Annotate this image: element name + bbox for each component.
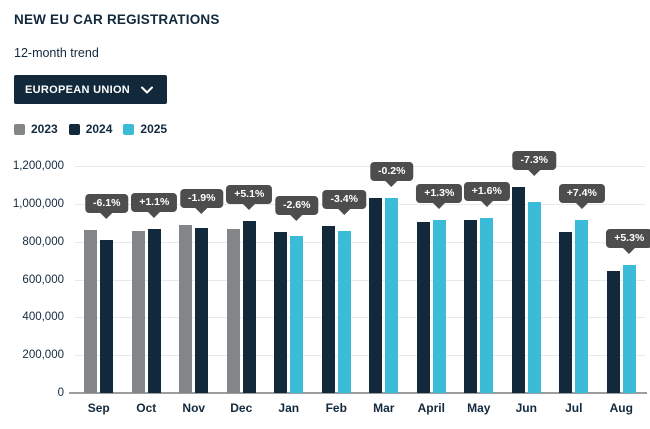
y-axis-tick-label: 0 (57, 387, 64, 399)
bar-2023-nov (179, 225, 193, 393)
change-callout: -6.1% (85, 194, 129, 214)
y-axis-tick-label: 600,000 (22, 273, 64, 286)
bar-group-aug: +5.3% (598, 166, 650, 393)
region-dropdown[interactable]: EUROPEAN UNION (14, 75, 168, 104)
x-axis-label: May (467, 401, 491, 415)
bar-2025-jun (527, 201, 541, 393)
x-axis-line (69, 392, 647, 394)
bar-2024-may (464, 220, 478, 393)
change-callout: +5.1% (226, 184, 273, 204)
bar-2025-mar (385, 198, 399, 393)
x-axis-label: Nov (182, 401, 206, 415)
bar-2024-jun (511, 186, 525, 393)
x-axis-label: Sep (87, 401, 110, 415)
plot-area: -6.1% +1.1% -1.9% +5.1% -2.6% -3.4% -0.2% +1.3%… (69, 150, 650, 394)
bar-groups: -6.1% +1.1% -1.9% +5.1% -2.6% -3.4% -0.2% +1.3%… (75, 150, 650, 393)
bar-group-jul: +7.4% (550, 166, 605, 393)
legend-item-2025: 2025 (123, 122, 167, 136)
legend-item-2023: 2023 (14, 122, 58, 136)
bar-2023-oct (131, 231, 145, 393)
bar-group-oct: +1.1% (123, 166, 178, 393)
x-axis-label: Jul (565, 401, 583, 415)
y-axis-tick-label: 200,000 (22, 349, 64, 362)
x-axis-label: Mar (373, 401, 395, 415)
change-callout: +1.1% (131, 193, 178, 213)
bar-2024-jan (274, 231, 288, 393)
gridline (75, 166, 645, 167)
legend-swatch (68, 123, 80, 135)
change-callout: -0.2% (370, 161, 414, 181)
change-callout: -3.4% (322, 189, 366, 209)
gridline (75, 355, 645, 357)
bar-group-april: +1.3% (408, 166, 463, 393)
change-callout: -1.9% (180, 189, 224, 209)
bar-2024-feb (321, 225, 335, 393)
x-axis-label: Aug (609, 401, 633, 415)
x-axis-label: Jun (515, 401, 537, 415)
bar-group-feb: -3.4% (313, 166, 366, 393)
change-callout: +7.4% (558, 183, 605, 203)
chevron-down-icon (141, 86, 154, 94)
change-callout: +5.3% (606, 228, 650, 248)
change-callout: +1.3% (416, 184, 463, 204)
change-callout: -7.3% (512, 150, 556, 170)
page-title: NEW EU CAR REGISTRATIONS (14, 12, 220, 27)
bar-group-jan: -2.6% (265, 166, 319, 393)
bar-2024-jul (559, 231, 573, 393)
x-axis-label: Feb (325, 401, 347, 415)
bar-2024-dec (242, 220, 256, 393)
x-axis: Sep Oct Nov Dec Jan Feb Mar April May Jun Jul Aug (75, 401, 645, 415)
bar-2024-aug (606, 271, 620, 393)
bar-group-mar: -0.2% (360, 161, 414, 393)
bar-group-dec: +5.1% (218, 166, 273, 393)
gridline (75, 241, 645, 243)
bar-2023-dec (226, 229, 240, 393)
bar-2024-sep (100, 239, 114, 393)
bar-2025-jul (575, 219, 589, 393)
bar-group-nov: -1.9% (170, 166, 224, 393)
bar-2024-nov (195, 228, 209, 393)
legend: 2023 2024 2025 (14, 122, 167, 136)
legend-label: 2024 (85, 122, 113, 136)
bar-2024-mar (369, 197, 383, 393)
gridline (75, 279, 645, 281)
bar-2025-feb (337, 231, 351, 393)
region-dropdown-label: EUROPEAN UNION (25, 83, 131, 96)
bar-2024-april (416, 222, 430, 393)
legend-label: 2023 (31, 122, 58, 136)
bar-group-sep: -6.1% (75, 166, 129, 393)
y-axis-tick-label: 1,000,000 (12, 197, 64, 210)
bar-2023-sep (84, 230, 98, 393)
y-axis-tick-label: 1,200,000 (12, 160, 64, 172)
subtitle: 12-month trend (14, 46, 99, 60)
x-axis-label: April (417, 401, 445, 415)
bar-2025-april (432, 220, 446, 393)
y-axis: 1,200,000 1,000,000 800,000 600,000 400,000 2… (0, 160, 64, 399)
x-axis-label: Dec (230, 401, 253, 415)
y-axis-tick-label: 400,000 (22, 311, 64, 324)
x-axis-label: Jan (278, 401, 300, 415)
x-axis-label: Oct (136, 401, 157, 415)
change-callout: +1.6% (463, 181, 510, 201)
bar-2025-jan (290, 235, 304, 393)
legend-swatch (123, 123, 135, 135)
y-axis-tick-label: 800,000 (22, 235, 64, 248)
bar-group-jun: -7.3% (503, 150, 556, 393)
gridline (75, 317, 645, 319)
change-callout: -2.6% (275, 195, 319, 215)
bar-2025-aug (622, 264, 636, 393)
bar-group-may: +1.6% (455, 166, 510, 393)
legend-swatch (14, 123, 25, 135)
legend-label: 2025 (140, 122, 168, 136)
bar-2025-may (480, 217, 494, 393)
legend-item-2024: 2024 (68, 122, 113, 136)
bar-2024-oct (147, 229, 161, 393)
